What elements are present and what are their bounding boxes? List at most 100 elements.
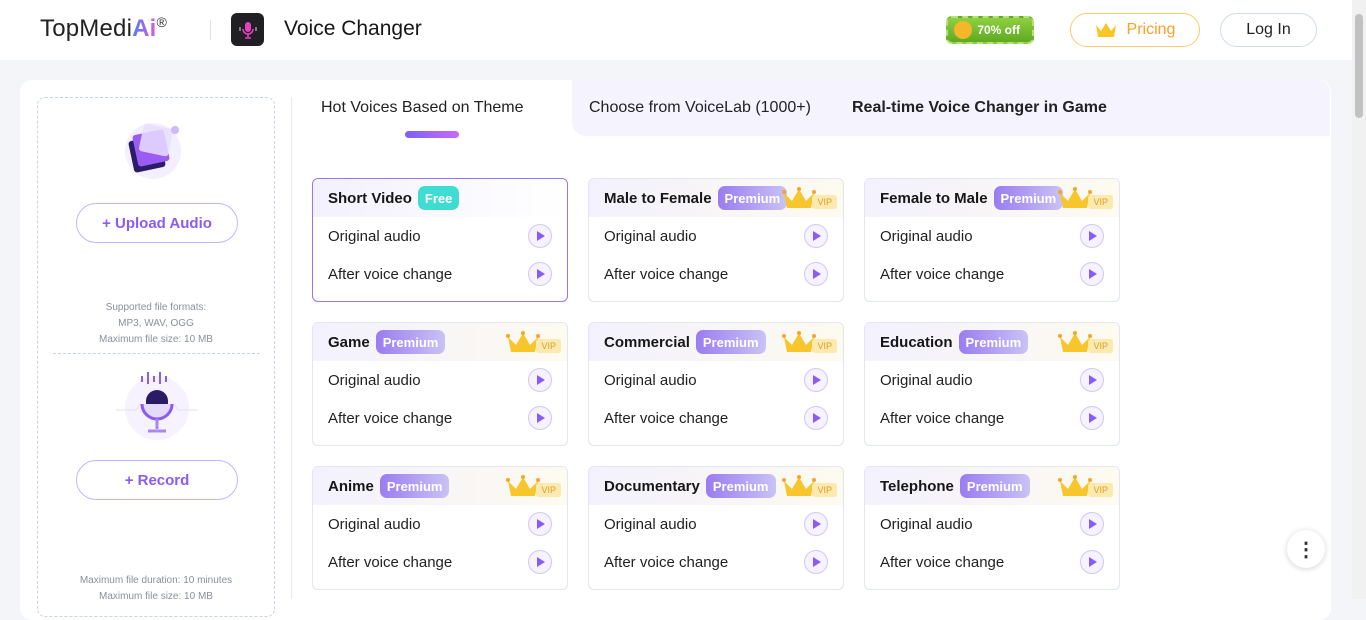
card-header: Anime Premium VIP	[313, 467, 567, 505]
play-icon[interactable]	[804, 368, 828, 392]
premium-badge: Premium	[717, 186, 788, 210]
premium-badge: Premium	[705, 474, 776, 498]
tab-hot-voices[interactable]: Hot Voices Based on Theme	[321, 99, 524, 116]
premium-badge: Premium	[958, 330, 1029, 354]
tab-voicelab[interactable]: Choose from VoiceLab (1000+)	[589, 99, 811, 116]
play-icon[interactable]	[1080, 262, 1104, 286]
coin-icon	[954, 21, 972, 39]
crown-icon	[1095, 23, 1116, 37]
section-divider	[53, 353, 260, 354]
voice-card[interactable]: Short Video Free Original audio After vo…	[312, 178, 568, 302]
card-header: Documentary Premium VIP	[589, 467, 843, 505]
original-audio-row: Original audio	[589, 217, 843, 255]
tab-realtime[interactable]: Real-time Voice Changer in Game	[852, 99, 1107, 116]
play-icon[interactable]	[804, 550, 828, 574]
card-header: Telephone Premium VIP	[865, 467, 1119, 505]
promo-badge[interactable]: 70% off	[946, 16, 1034, 44]
play-icon[interactable]	[804, 262, 828, 286]
card-title: Short Video	[328, 189, 412, 207]
tab-bar	[572, 80, 1330, 136]
play-icon[interactable]	[528, 262, 552, 286]
max-duration: Maximum file duration: 10 minutes	[79, 575, 233, 586]
play-icon[interactable]	[528, 512, 552, 536]
audio-file-icon	[125, 123, 181, 179]
premium-badge: Premium	[695, 330, 766, 354]
play-icon[interactable]	[1080, 224, 1104, 248]
card-title: Anime	[328, 477, 374, 495]
voice-card[interactable]: Education Premium VIP Original audio Aft…	[864, 322, 1120, 446]
card-header: Male to Female Premium VIP	[589, 179, 843, 217]
microphone-icon	[231, 13, 264, 46]
after-change-row: After voice change	[589, 255, 843, 293]
original-audio-row: Original audio	[589, 361, 843, 399]
panel-divider	[291, 97, 292, 599]
vip-crown-icon: VIP	[782, 187, 837, 209]
card-header: Game Premium VIP	[313, 323, 567, 361]
upload-audio-button[interactable]: + Upload Audio	[76, 203, 238, 243]
play-icon[interactable]	[804, 406, 828, 430]
card-title: Documentary	[604, 477, 700, 495]
original-audio-row: Original audio	[313, 361, 567, 399]
voice-card[interactable]: Commercial Premium VIP Original audio Af…	[588, 322, 844, 446]
card-header: Female to Male Premium VIP	[865, 179, 1119, 217]
active-tab-indicator	[405, 131, 459, 138]
voice-card[interactable]: Documentary Premium VIP Original audio A…	[588, 466, 844, 590]
play-icon[interactable]	[528, 368, 552, 392]
after-change-row: After voice change	[313, 399, 567, 437]
original-audio-row: Original audio	[313, 505, 567, 543]
card-header: Commercial Premium VIP	[589, 323, 843, 361]
play-icon[interactable]	[528, 224, 552, 248]
after-change-row: After voice change	[865, 399, 1119, 437]
scrollbar-thumb[interactable]	[1355, 14, 1363, 118]
vip-crown-icon: VIP	[782, 331, 837, 353]
vip-crown-icon: VIP	[782, 475, 837, 497]
vip-crown-icon: VIP	[1058, 475, 1113, 497]
play-icon[interactable]	[1080, 406, 1104, 430]
header: TopMediAi® Voice Changer 70% off Pricing…	[0, 0, 1352, 60]
voice-card[interactable]: Female to Male Premium VIP Original audi…	[864, 178, 1120, 302]
play-icon[interactable]	[528, 406, 552, 430]
original-audio-row: Original audio	[865, 361, 1119, 399]
after-change-row: After voice change	[865, 255, 1119, 293]
after-change-row: After voice change	[313, 255, 567, 293]
voice-card[interactable]: Male to Female Premium VIP Original audi…	[588, 178, 844, 302]
scrollbar[interactable]	[1352, 0, 1366, 599]
vip-crown-icon: VIP	[506, 331, 561, 353]
play-icon[interactable]	[528, 550, 552, 574]
play-icon[interactable]	[1080, 512, 1104, 536]
login-button[interactable]: Log In	[1220, 13, 1317, 47]
card-title: Male to Female	[604, 189, 712, 207]
more-options-button[interactable]: ⋮	[1287, 530, 1325, 568]
app-title: Voice Changer	[284, 17, 422, 40]
upload-panel: + Upload Audio Supported file formats: M…	[37, 97, 275, 617]
after-change-row: After voice change	[589, 399, 843, 437]
after-change-row: After voice change	[589, 543, 843, 581]
original-audio-row: Original audio	[589, 505, 843, 543]
premium-badge: Premium	[379, 474, 450, 498]
card-title: Female to Male	[880, 189, 988, 207]
pricing-button[interactable]: Pricing	[1070, 13, 1200, 47]
logo[interactable]: TopMediAi®	[40, 14, 168, 42]
free-badge: Free	[417, 186, 460, 210]
play-icon[interactable]	[804, 512, 828, 536]
premium-badge: Premium	[375, 330, 446, 354]
voice-card[interactable]: Anime Premium VIP Original audio After v…	[312, 466, 568, 590]
voice-card[interactable]: Game Premium VIP Original audio After vo…	[312, 322, 568, 446]
record-button[interactable]: + Record	[76, 460, 238, 500]
voice-card[interactable]: Telephone Premium VIP Original audio Aft…	[864, 466, 1120, 590]
card-header: Short Video Free	[313, 179, 567, 217]
play-icon[interactable]	[804, 224, 828, 248]
vip-crown-icon: VIP	[1058, 187, 1113, 209]
original-audio-row: Original audio	[313, 217, 567, 255]
play-icon[interactable]	[1080, 368, 1104, 392]
max-file-size: Maximum file size: 10 MB	[99, 334, 213, 345]
vip-crown-icon: VIP	[1058, 331, 1113, 353]
formats-list: MP3, WAV, OGG	[118, 318, 194, 329]
play-icon[interactable]	[1080, 550, 1104, 574]
card-header: Education Premium VIP	[865, 323, 1119, 361]
record-microphone-icon	[116, 372, 198, 440]
premium-badge: Premium	[993, 186, 1064, 210]
original-audio-row: Original audio	[865, 217, 1119, 255]
vip-crown-icon: VIP	[506, 475, 561, 497]
formats-title: Supported file formats:	[105, 302, 207, 313]
